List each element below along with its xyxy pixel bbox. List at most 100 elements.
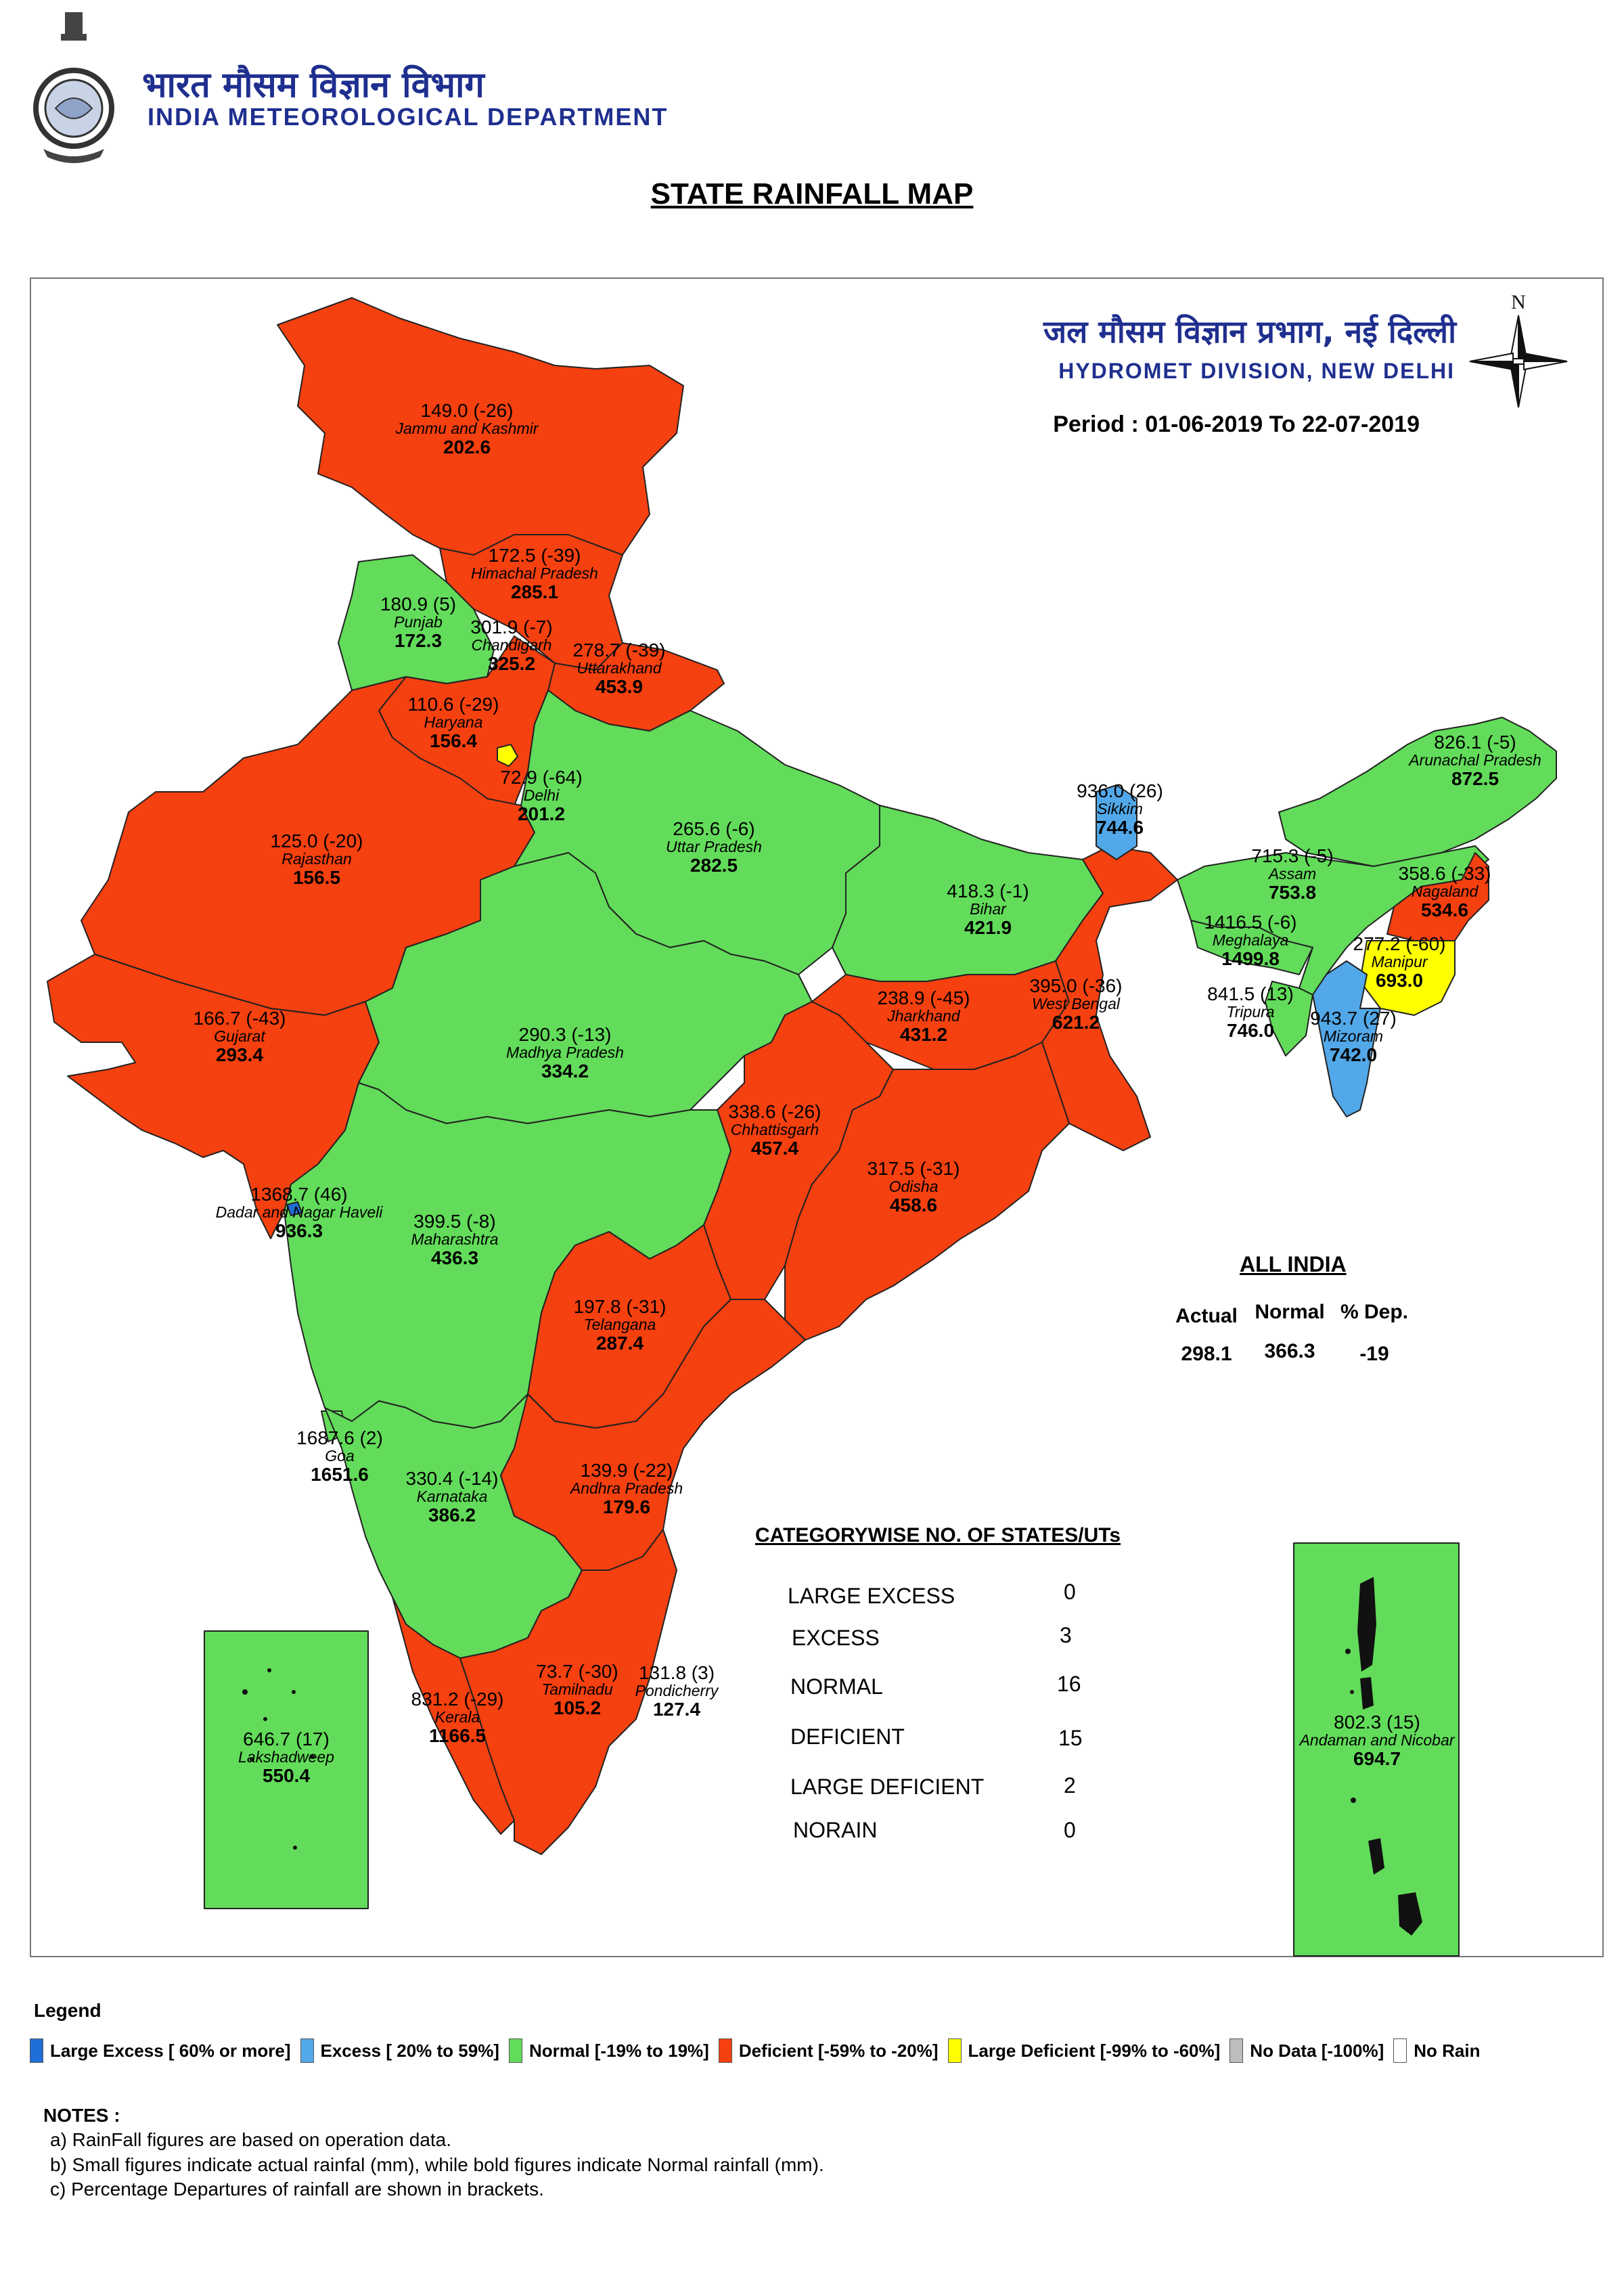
legend-item-large-deficient: Large Deficient [-99% to -60%] — [947, 2038, 1221, 2063]
state-actual-rainfall: 1416.5 (-6) — [1204, 912, 1297, 933]
region-manipur — [1359, 940, 1456, 1016]
legend-label: Large Deficient [-99% to -60%] — [968, 2040, 1221, 2061]
state-normal-rainfall: 325.2 — [487, 652, 536, 674]
legend-label: Deficient [-59% to -20%] — [738, 2040, 939, 2061]
category-normal-count: 16 — [1057, 1672, 1081, 1696]
state-normal-rainfall: 127.4 — [652, 1698, 701, 1720]
state-label-himachal-pradesh: 172.5 (-39) Himachal Pradesh 285.1 — [471, 545, 598, 602]
state-normal-rainfall: 742.0 — [1329, 1044, 1378, 1065]
state-normal-rainfall: 179.6 — [602, 1496, 651, 1517]
state-label-andaman-and-nicobar: 802.3 (15) Andaman and Nicobar 694.7 — [1300, 1712, 1455, 1768]
legend-item-no-data: No Data [-100%] — [1230, 2038, 1384, 2063]
state-name: Haryana — [424, 713, 483, 732]
legend-label: Normal [-19% to 19%] — [528, 2040, 709, 2061]
state-label-mizoram: 943.7 (27) Mizoram 742.0 — [1310, 1008, 1397, 1065]
category-norain-count: 0 — [1064, 1818, 1076, 1842]
note-line: b) Small figures indicate actual rainfal… — [50, 2154, 824, 2175]
state-actual-rainfall: 73.7 (-30) — [536, 1661, 618, 1682]
state-actual-rainfall: 936.0 (26) — [1077, 780, 1163, 801]
state-label-meghalaya: 1416.5 (-6) Meghalaya 1499.8 — [1204, 912, 1297, 968]
category-norain-label: NORAIN — [793, 1818, 878, 1842]
category-large-deficient-count: 2 — [1064, 1773, 1076, 1798]
region-odisha — [784, 1042, 1070, 1341]
state-label-jharkhand: 238.9 (-45) Jharkhand 431.2 — [878, 988, 970, 1044]
department-hindi-title: भारत मौसम विज्ञान विभाग — [142, 65, 484, 106]
state-normal-rainfall: 458.6 — [889, 1194, 938, 1216]
legend-item-excess: Excess [ 20% to 59%] — [300, 2038, 499, 2063]
legend-swatch — [30, 2038, 43, 2063]
department-english-title: INDIA METEOROLOGICAL DEPARTMENT — [148, 103, 669, 131]
category-deficient-label: DEFICIENT — [790, 1724, 905, 1749]
inset-andaman-nicobar — [1293, 1542, 1460, 1957]
state-name: Mizoram — [1323, 1027, 1384, 1046]
state-actual-rainfall: 265.6 (-6) — [673, 818, 755, 839]
legend-swatch — [1393, 2038, 1407, 2063]
legend-swatch — [1230, 2038, 1244, 2063]
state-name: Maharashtra — [411, 1230, 499, 1249]
state-actual-rainfall: 330.4 (-14) — [405, 1468, 499, 1489]
region-tripura — [1265, 981, 1313, 1056]
state-name: Tamilnadu — [541, 1680, 613, 1699]
state-label-sikkim: 936.0 (26) Sikkim 744.6 — [1077, 781, 1163, 837]
state-actual-rainfall: 943.7 (27) — [1310, 1008, 1397, 1029]
region-andhra-pradesh — [500, 1299, 806, 1571]
state-actual-rainfall: 238.9 (-45) — [877, 987, 970, 1008]
state-name: Manipur — [1371, 953, 1428, 971]
state-normal-rainfall: 621.2 — [1052, 1011, 1100, 1033]
legend-item-no-rain: No Rain — [1393, 2038, 1480, 2063]
legend-label: Large Excess [ 60% or more] — [50, 2040, 291, 2061]
state-normal-rainfall: 334.2 — [541, 1060, 589, 1082]
state-label-lakshadweep: 646.7 (17) Lakshadweep 550.4 — [238, 1729, 334, 1785]
legend-swatch — [947, 2038, 962, 2063]
notes-title: NOTES : — [43, 2105, 120, 2126]
state-label-manipur: 277.2 (-60) Manipur 693.0 — [1353, 934, 1446, 990]
state-normal-rainfall: 550.4 — [262, 1764, 311, 1786]
state-name: Sikkim — [1097, 800, 1143, 818]
state-normal-rainfall: 744.6 — [1096, 816, 1144, 838]
state-label-punjab: 180.9 (5) Punjab 172.3 — [380, 594, 456, 650]
state-label-uttarakhand: 278.7 (-39) Uttarakhand 453.9 — [573, 640, 666, 696]
map-frame — [30, 277, 1604, 1957]
state-label-andhra-pradesh: 139.9 (-22) Andhra Pradesh 179.6 — [570, 1461, 683, 1517]
state-normal-rainfall: 453.9 — [595, 675, 644, 697]
state-actual-rainfall: 399.5 (-8) — [413, 1211, 496, 1232]
category-title: CATEGORYWISE NO. OF STATES/UTs — [755, 1524, 1121, 1546]
region-nagaland — [1386, 852, 1489, 941]
state-normal-rainfall: 694.7 — [1353, 1747, 1401, 1769]
all-india-actual-value: 298.1 — [1181, 1343, 1232, 1365]
state-name: Odisha — [888, 1178, 939, 1196]
state-actual-rainfall: 418.3 (-1) — [947, 880, 1029, 901]
state-normal-rainfall: 287.4 — [595, 1332, 644, 1354]
state-label-chhattisgarh: 338.6 (-26) Chhattisgarh 457.4 — [729, 1102, 821, 1158]
region-delhi — [497, 744, 518, 767]
state-label-odisha: 317.5 (-31) Odisha 458.6 — [867, 1159, 960, 1215]
legend: Large Excess [ 60% or more] Excess [ 20%… — [30, 2038, 1489, 2063]
state-label-kerala: 831.2 (-29) Kerala 1166.5 — [411, 1689, 504, 1745]
compass-rose: N — [1469, 291, 1568, 408]
category-large-excess-label: LARGE EXCESS — [788, 1584, 955, 1608]
state-name: Telangana — [583, 1316, 656, 1334]
state-actual-rainfall: 290.3 (-13) — [518, 1024, 612, 1045]
state-actual-rainfall: 278.7 (-39) — [572, 640, 666, 661]
legend-swatch — [508, 2038, 522, 2063]
state-normal-rainfall: 936.3 — [275, 1220, 323, 1241]
state-name: Assam — [1268, 865, 1317, 883]
state-label-west-bengal: 395.0 (-36) West Bengal 621.2 — [1030, 976, 1123, 1032]
state-actual-rainfall: 831.2 (-29) — [411, 1689, 504, 1710]
state-label-haryana: 110.6 (-29) Haryana 156.4 — [408, 694, 499, 751]
state-name: Jharkhand — [887, 1007, 960, 1025]
category-excess-label: EXCESS — [792, 1626, 880, 1650]
state-label-maharashtra: 399.5 (-8) Maharashtra 436.3 — [411, 1211, 498, 1268]
all-india-actual-header: Actual — [1175, 1305, 1238, 1327]
state-name: Tripura — [1226, 1003, 1275, 1021]
state-label-arunachal-pradesh: 826.1 (-5) Arunachal Pradesh 872.5 — [1409, 732, 1541, 788]
state-normal-rainfall: 282.5 — [690, 854, 738, 876]
all-india-normal-header: Normal — [1255, 1301, 1325, 1323]
state-label-dadar-and-nagar-haveli: 1368.7 (46) Dadar and Nagar Haveli 936.3 — [216, 1184, 383, 1241]
state-name: Gujarat — [214, 1027, 265, 1046]
state-name: Uttarakhand — [577, 659, 662, 677]
legend-label: Excess [ 20% to 59%] — [320, 2040, 499, 2061]
state-actual-rainfall: 131.8 (3) — [638, 1662, 715, 1683]
category-excess-count: 3 — [1060, 1623, 1072, 1647]
